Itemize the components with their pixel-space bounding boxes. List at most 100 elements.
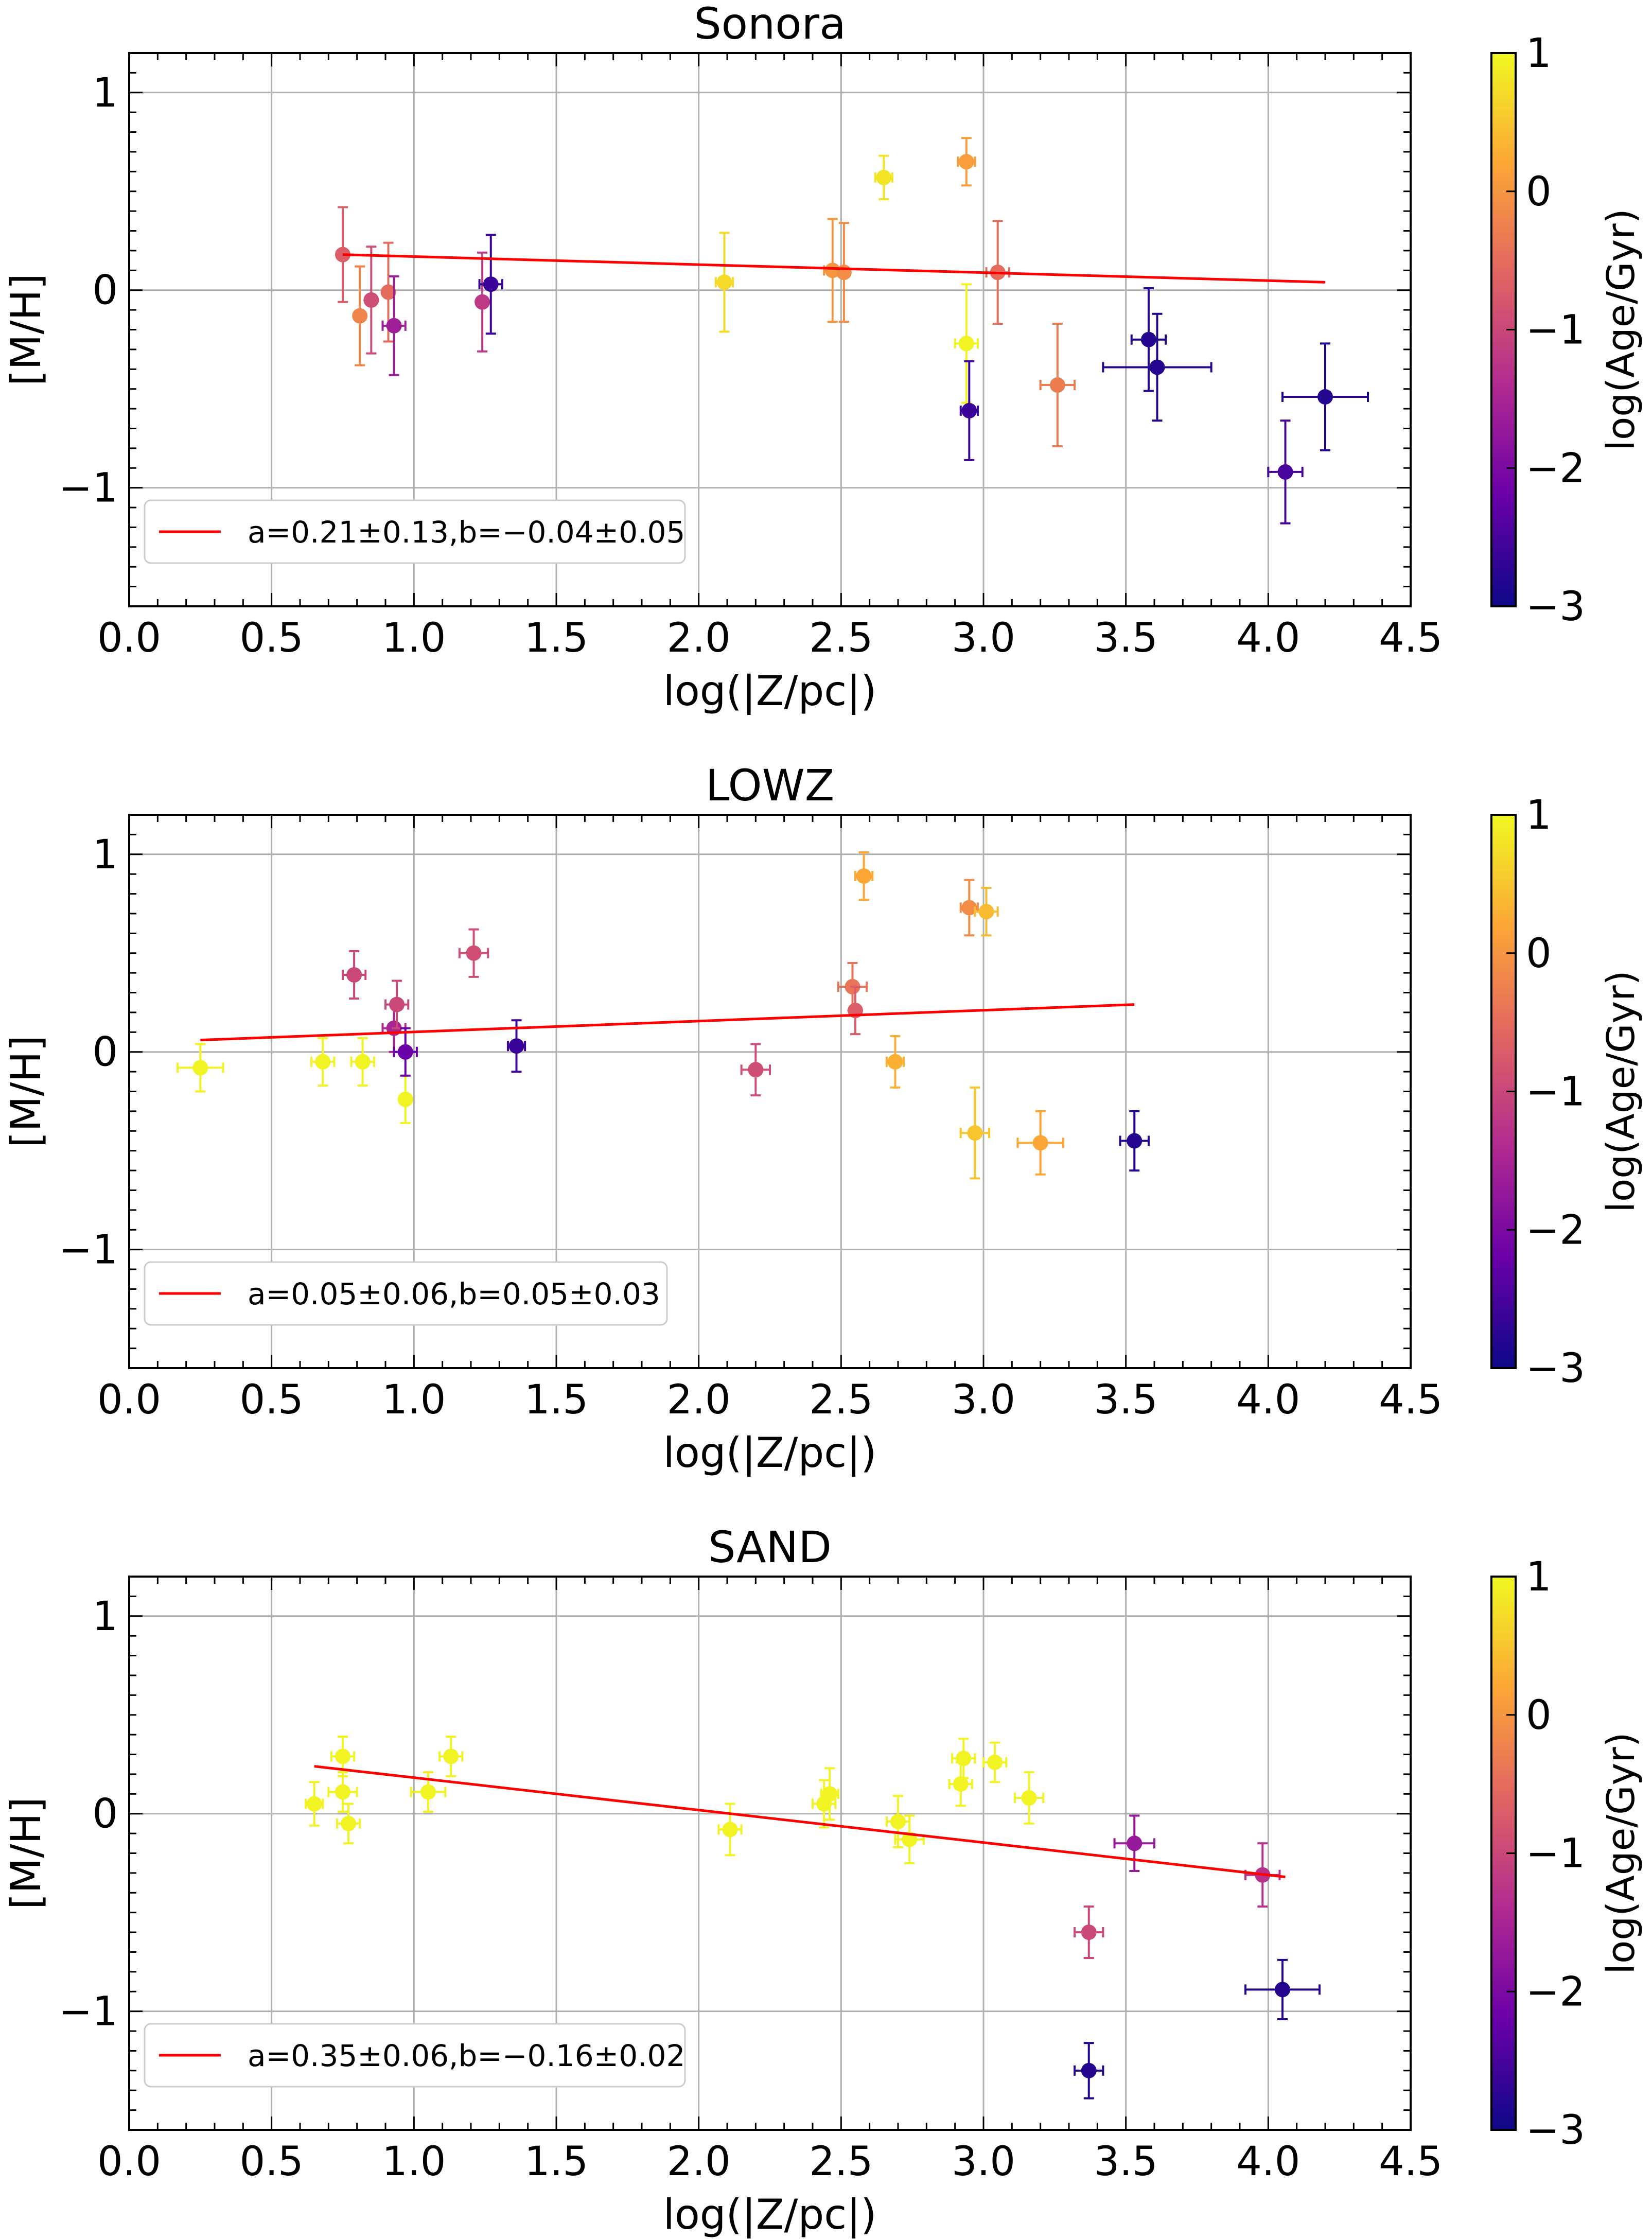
x-tick-label: 0.5 xyxy=(240,615,304,661)
data-point-13 xyxy=(954,283,979,404)
data-point-16 xyxy=(1074,1905,1104,1959)
data-point-19 xyxy=(1016,1110,1064,1176)
data-marker xyxy=(355,1054,371,1070)
data-marker xyxy=(397,1091,413,1107)
x-tick-label: 1.0 xyxy=(382,615,446,661)
y-axis-label: [M/H] xyxy=(2,1035,50,1148)
data-point-7 xyxy=(397,1074,413,1124)
y-axis-label: [M/H] xyxy=(2,273,50,386)
x-tick-label: 4.0 xyxy=(1236,1377,1300,1423)
colorbar-tick-label: −2 xyxy=(1526,1969,1585,2015)
data-marker xyxy=(474,294,490,310)
data-marker xyxy=(346,967,362,983)
axes-frame xyxy=(128,52,1412,607)
legend: a=0.35±0.06,b=−0.16±0.02 xyxy=(144,2023,686,2088)
data-marker xyxy=(822,1786,838,1802)
data-marker xyxy=(748,1062,764,1078)
fit-line xyxy=(200,1003,1135,1042)
data-point-19 xyxy=(1267,419,1304,524)
data-marker xyxy=(466,945,482,961)
x-tick-label: 4.5 xyxy=(1379,1377,1443,1423)
data-point-3 xyxy=(342,950,367,1000)
colorbar-tick-label: 1 xyxy=(1526,792,1552,838)
colorbar-tick-label: −1 xyxy=(1526,307,1585,354)
x-tick-label: 3.0 xyxy=(952,2139,1015,2185)
data-point-14 xyxy=(982,1741,1008,1783)
x-tick-label: 0.0 xyxy=(97,2139,161,2185)
data-marker xyxy=(1127,1835,1143,1851)
x-tick-label: 0.0 xyxy=(97,1377,161,1423)
data-point-17 xyxy=(1074,2042,1104,2100)
x-tick-label: 1.5 xyxy=(524,615,588,661)
colorbar-tick-label: −3 xyxy=(1526,1345,1585,1392)
data-point-11 xyxy=(874,154,893,201)
data-marker xyxy=(978,904,994,920)
data-marker xyxy=(987,1754,1003,1770)
x-tick-label: 0.5 xyxy=(240,1377,304,1423)
x-tick-label: 1.5 xyxy=(524,2139,588,2185)
x-tick-label: 1.0 xyxy=(382,1377,446,1423)
data-marker xyxy=(1149,359,1165,375)
data-marker xyxy=(958,154,974,170)
x-axis-label: log(|Z/pc|) xyxy=(663,1429,877,1477)
data-point-4 xyxy=(350,1037,375,1087)
x-tick-label: 3.0 xyxy=(952,615,1015,661)
data-marker xyxy=(389,996,405,1012)
data-marker xyxy=(722,1822,738,1838)
y-tick-label: 1 xyxy=(92,70,118,116)
x-tick-label: 2.0 xyxy=(667,2139,731,2185)
axes-frame xyxy=(128,814,1412,1369)
y-tick-label: −1 xyxy=(59,1227,118,1273)
colorbar-label: log(Age/Gyr) xyxy=(1599,208,1643,450)
data-layer xyxy=(177,851,1150,1180)
data-marker xyxy=(1081,2062,1097,2078)
data-marker xyxy=(386,318,402,334)
data-point-15 xyxy=(1013,1771,1045,1825)
fit-line xyxy=(342,253,1326,284)
y-tick-label: −1 xyxy=(59,1989,118,2035)
data-marker xyxy=(967,1125,983,1141)
colorbar-tick-label: 1 xyxy=(1526,1554,1552,1600)
data-marker xyxy=(341,1815,357,1831)
x-tick-label: 4.5 xyxy=(1379,615,1443,661)
data-marker xyxy=(363,292,379,308)
colorbar-tick-label: −2 xyxy=(1526,445,1585,492)
data-point-8 xyxy=(393,1027,418,1077)
data-point-9 xyxy=(820,1767,839,1821)
x-tick-label: 0.5 xyxy=(240,2139,304,2185)
data-point-6 xyxy=(474,251,490,353)
data-marker xyxy=(961,900,977,916)
data-point-20 xyxy=(1119,1110,1150,1172)
data-layer xyxy=(305,1735,1321,2100)
data-marker xyxy=(335,1784,350,1800)
data-marker xyxy=(961,403,977,418)
legend-label: a=0.35±0.06,b=−0.16±0.02 xyxy=(248,2038,685,2073)
data-marker xyxy=(958,336,974,352)
data-point-8 xyxy=(714,232,734,333)
data-point-16 xyxy=(1039,322,1076,448)
x-tick-label: 2.5 xyxy=(809,2139,873,2185)
colorbar-label: log(Age/Gyr) xyxy=(1599,970,1643,1212)
colorbar: 1 0 −1 −2 −3 log(Age/Gyr) xyxy=(1490,792,1643,1392)
colorbar-tick-label: −3 xyxy=(1526,584,1585,630)
panel-sonora: 0.0 0.5 1.0 1.5 2.0 2.5 3.0 3.5 4.0 4.5 1 0 −1 Sonora… xyxy=(2,0,1643,715)
data-point-1 xyxy=(177,1043,224,1093)
x-tick-label: 1.0 xyxy=(382,2139,446,2185)
legend-box xyxy=(144,1261,668,1326)
data-marker xyxy=(890,1814,906,1830)
data-point-15 xyxy=(885,1035,905,1089)
x-axis-label: log(|Z/pc|) xyxy=(663,2191,877,2239)
chart-title: Sonora xyxy=(694,0,846,49)
y-axis-label: [M/H] xyxy=(2,1797,50,1910)
data-point-7 xyxy=(478,234,503,335)
data-marker xyxy=(953,1776,969,1792)
x-tick-label: 4.0 xyxy=(1236,2139,1300,2185)
data-marker xyxy=(335,1748,350,1764)
colorbar-tick-label: 1 xyxy=(1526,30,1552,77)
x-tick-label: 3.5 xyxy=(1094,615,1158,661)
data-point-3 xyxy=(327,1771,358,1813)
colorbar-tick-label: 0 xyxy=(1526,931,1552,977)
panel-lowz: 0.0 0.5 1.0 1.5 2.0 2.5 3.0 3.5 4.0 4.5 1 0 −1 LOWZ lo… xyxy=(2,760,1643,1477)
y-tick-label: −1 xyxy=(59,465,118,512)
